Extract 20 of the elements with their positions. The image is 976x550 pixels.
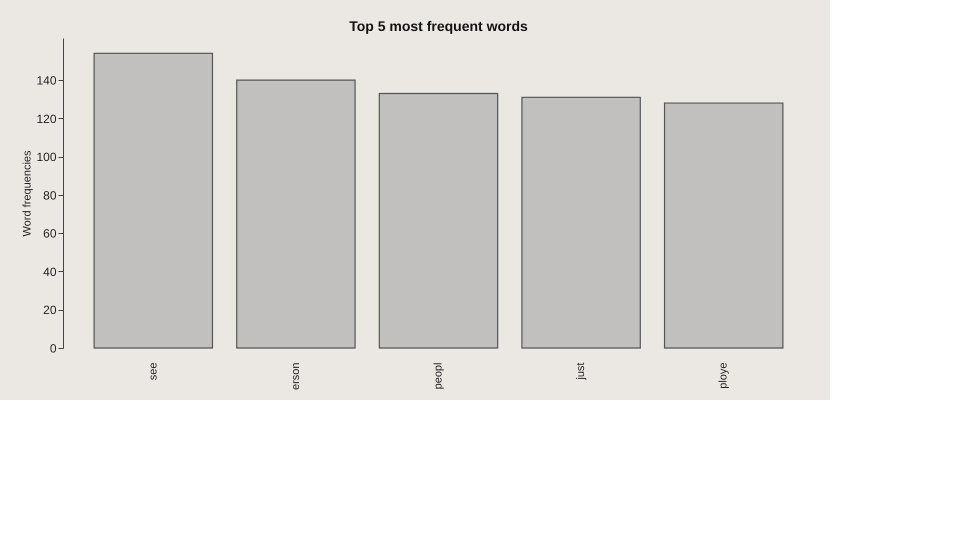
bar (236, 80, 356, 349)
y-tick-label: 100 (36, 150, 57, 164)
x-tick-label: ploye (718, 362, 730, 389)
y-tick-label: 120 (36, 112, 57, 126)
y-tick-label: 140 (36, 74, 57, 88)
x-tick-label: erson (290, 362, 302, 390)
bar (664, 102, 784, 349)
chart-title: Top 5 most frequent words (349, 18, 528, 34)
bar (378, 92, 498, 349)
y-axis-title: Word frequencies (21, 150, 34, 237)
y-tick-label: 60 (43, 226, 57, 241)
x-tick-label: just (575, 362, 588, 381)
x-tick-label: peopl (432, 362, 444, 390)
y-tick-label: 80 (43, 188, 57, 202)
bar (521, 96, 641, 349)
y-tick-label: 40 (43, 264, 57, 279)
y-tick-label: 20 (43, 303, 57, 318)
y-tick-label: 0 (50, 342, 57, 356)
x-tick-label: see (147, 362, 160, 380)
bar (94, 52, 214, 349)
